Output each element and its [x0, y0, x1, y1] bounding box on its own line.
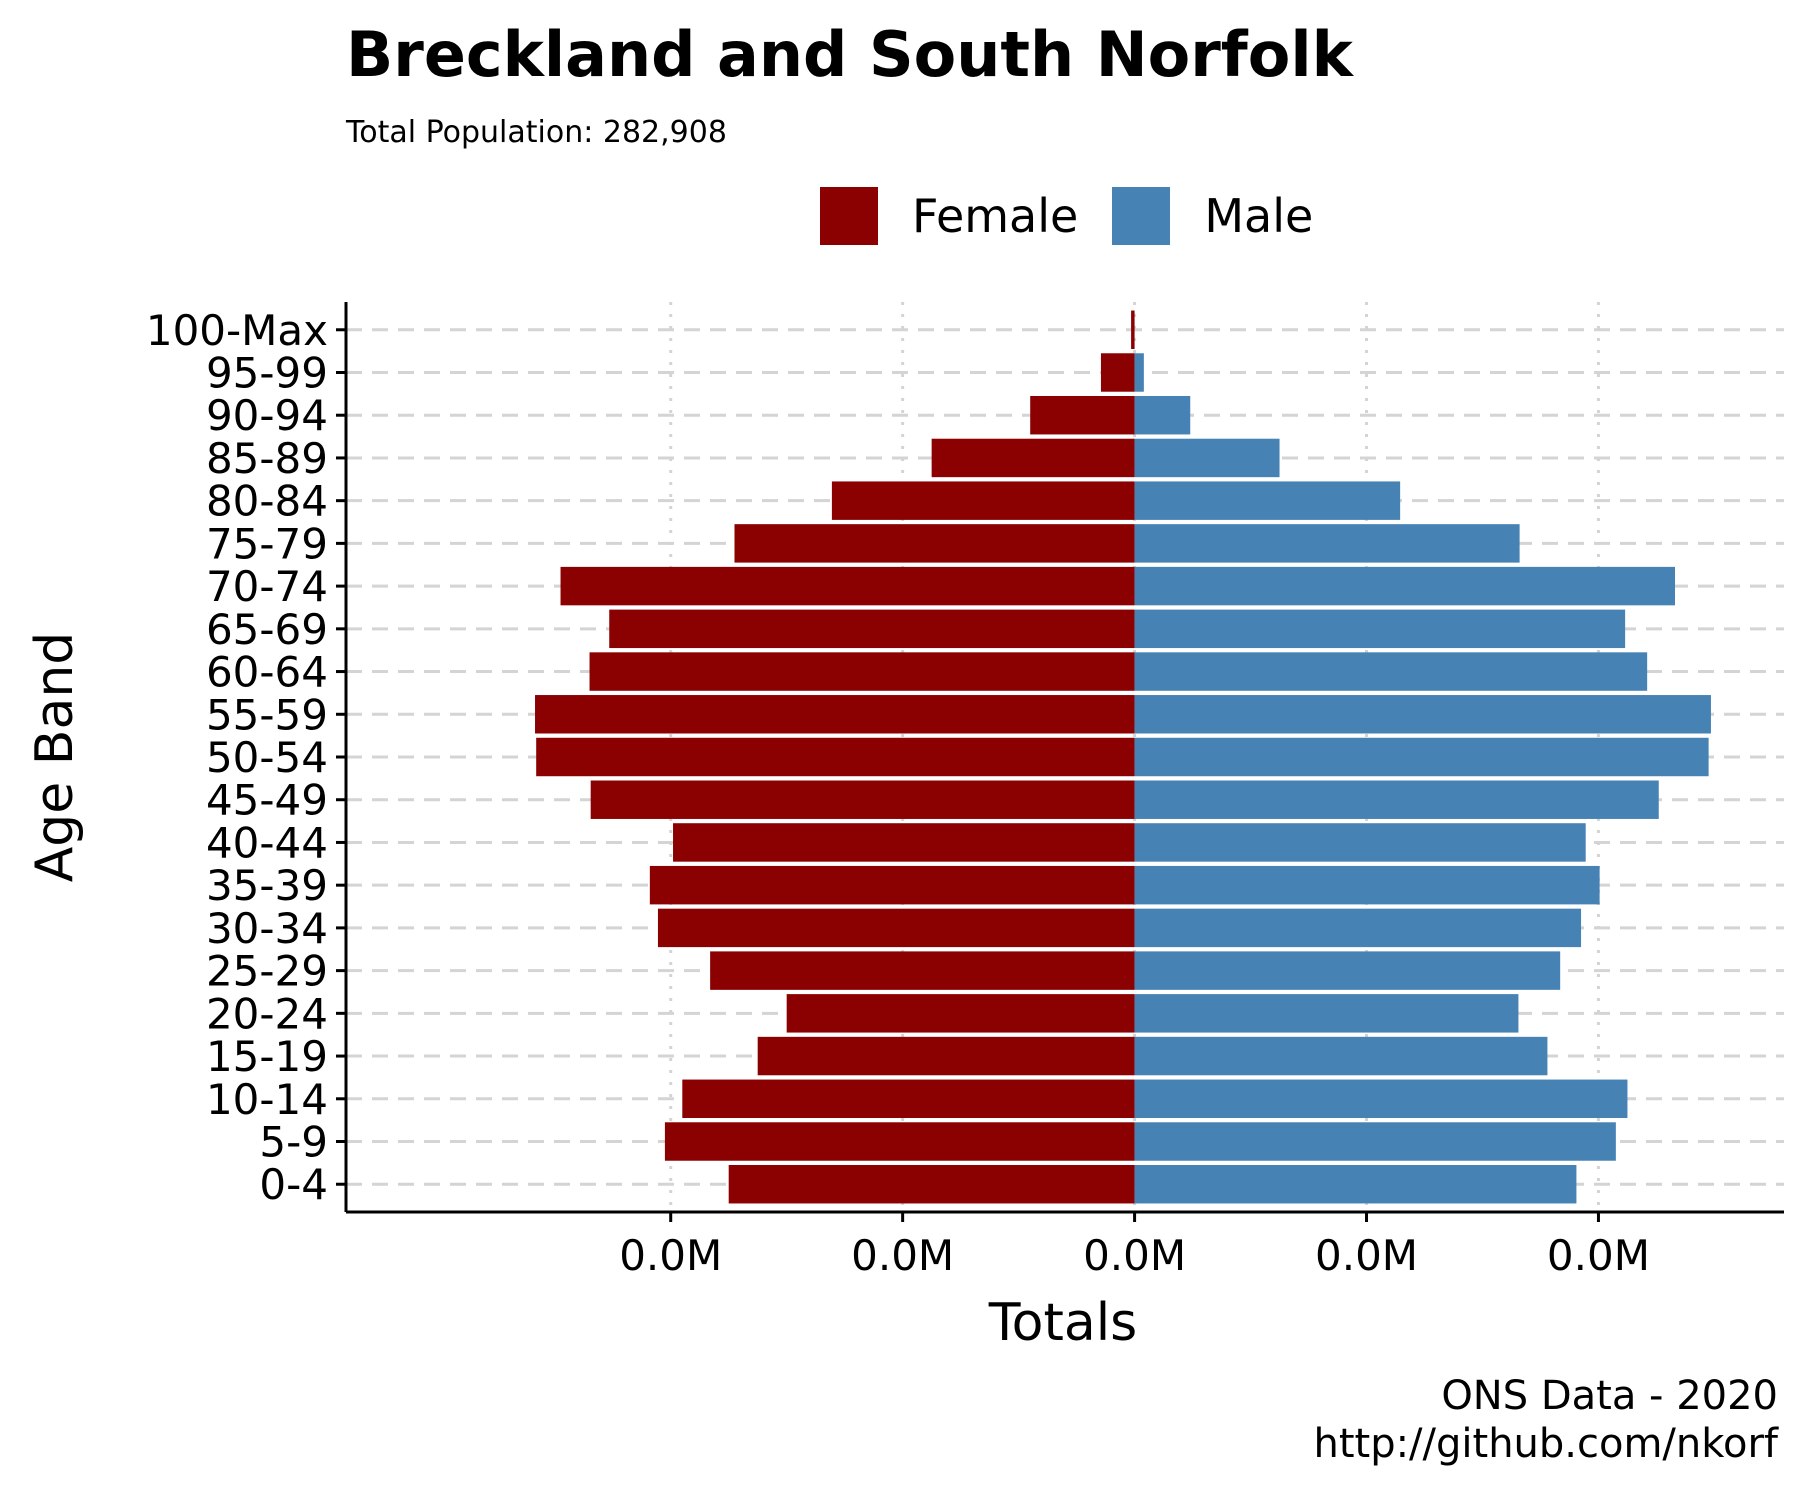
y-tick-label: 0-4: [259, 1160, 328, 1209]
y-tick-label: 60-64: [206, 648, 328, 697]
bar-male-95-99: [1134, 353, 1144, 392]
bar-male-35-39: [1134, 865, 1600, 905]
bar-female-50-54: [536, 737, 1135, 777]
legend: Female Male: [820, 186, 1347, 246]
bar-male-5-9: [1134, 1122, 1616, 1161]
caption-source: ONS Data - 2020: [1441, 1373, 1778, 1419]
y-tick-label: 65-69: [206, 605, 328, 654]
chart-subtitle: Total Population: 282,908: [346, 115, 727, 150]
bar-male-30-34: [1134, 908, 1582, 948]
bar-male-40-44: [1134, 823, 1586, 862]
bar-male-10-14: [1134, 1079, 1628, 1119]
bar-female-10-14: [682, 1079, 1135, 1119]
caption-url: http://github.com/nkorf: [1313, 1421, 1778, 1467]
y-tick-label: 95-99: [206, 348, 328, 397]
bar-male-0-4: [1134, 1165, 1577, 1204]
legend-label-female: Female: [912, 189, 1079, 243]
bar-male-15-19: [1134, 1036, 1548, 1076]
bar-female-75-79: [734, 524, 1135, 563]
bar-female-45-49: [590, 780, 1135, 819]
chart-title: Breckland and South Norfolk: [346, 18, 1353, 91]
bar-female-70-74: [560, 566, 1135, 606]
bar-female-85-89: [931, 438, 1135, 478]
bar-male-50-54: [1134, 737, 1709, 777]
bar-female-65-69: [609, 609, 1135, 649]
y-tick-label: 10-14: [206, 1075, 328, 1124]
bars-layer: [535, 310, 1711, 1204]
y-tick-label: 75-79: [206, 519, 328, 568]
bar-male-60-64: [1134, 652, 1648, 691]
bar-female-25-29: [710, 951, 1135, 990]
y-tick-label: 45-49: [206, 776, 328, 825]
y-tick-label: 50-54: [206, 733, 328, 782]
bar-male-20-24: [1134, 994, 1519, 1033]
y-tick-label: 30-34: [206, 904, 328, 953]
x-tick-label: 0.0M: [1083, 1231, 1186, 1280]
legend-label-male: Male: [1204, 189, 1314, 243]
bar-female-40-44: [673, 823, 1135, 862]
y-tick-label: 40-44: [206, 818, 328, 867]
bar-female-30-34: [657, 908, 1135, 948]
bar-female-5-9: [664, 1122, 1135, 1161]
ticks-layer: 0-45-910-1415-1920-2425-2930-3435-3940-4…: [146, 306, 1650, 1280]
bar-female-20-24: [786, 994, 1135, 1033]
y-tick-label: 15-19: [206, 1032, 328, 1081]
bar-male-80-84: [1134, 481, 1401, 520]
bar-female-35-39: [649, 865, 1135, 905]
caption: ONS Data - 2020 http://github.com/nkorf: [1313, 1372, 1778, 1468]
bar-male-55-59: [1134, 695, 1711, 734]
legend-swatch-male: [1112, 187, 1171, 245]
x-tick-label: 0.0M: [1315, 1231, 1418, 1280]
bar-female-100-Max: [1131, 310, 1135, 349]
x-tick-label: 0.0M: [851, 1231, 954, 1280]
bar-female-15-19: [757, 1036, 1135, 1076]
y-tick-label: 100-Max: [146, 306, 328, 355]
x-tick-label: 0.0M: [619, 1231, 722, 1280]
bar-female-90-94: [1030, 395, 1135, 435]
bar-male-25-29: [1134, 951, 1561, 990]
x-tick-label: 0.0M: [1547, 1231, 1650, 1280]
bar-female-80-84: [831, 481, 1135, 520]
legend-item-male: Male: [1112, 187, 1313, 245]
bar-male-65-69: [1134, 609, 1626, 649]
x-axis-title: Totals: [988, 1293, 1138, 1353]
bar-female-95-99: [1100, 353, 1135, 392]
legend-item-female: Female: [820, 187, 1078, 245]
bar-male-45-49: [1134, 780, 1659, 819]
y-tick-label: 90-94: [206, 391, 328, 440]
bar-male-90-94: [1134, 395, 1191, 435]
bar-female-55-59: [535, 695, 1135, 734]
y-tick-label: 85-89: [206, 434, 328, 483]
bar-female-60-64: [589, 652, 1135, 691]
y-tick-label: 35-39: [206, 861, 328, 910]
bar-male-70-74: [1134, 566, 1675, 606]
bar-female-0-4: [728, 1165, 1135, 1204]
legend-swatch-female: [820, 187, 878, 245]
y-tick-label: 20-24: [206, 989, 328, 1038]
y-tick-label: 55-59: [206, 690, 328, 739]
y-tick-label: 80-84: [206, 477, 328, 526]
y-tick-label: 5-9: [259, 1118, 328, 1167]
y-tick-label: 25-29: [206, 947, 328, 996]
y-axis-title: Age Band: [25, 632, 85, 883]
bar-male-85-89: [1134, 438, 1280, 478]
bar-male-75-79: [1134, 524, 1520, 563]
y-tick-label: 70-74: [206, 562, 328, 611]
